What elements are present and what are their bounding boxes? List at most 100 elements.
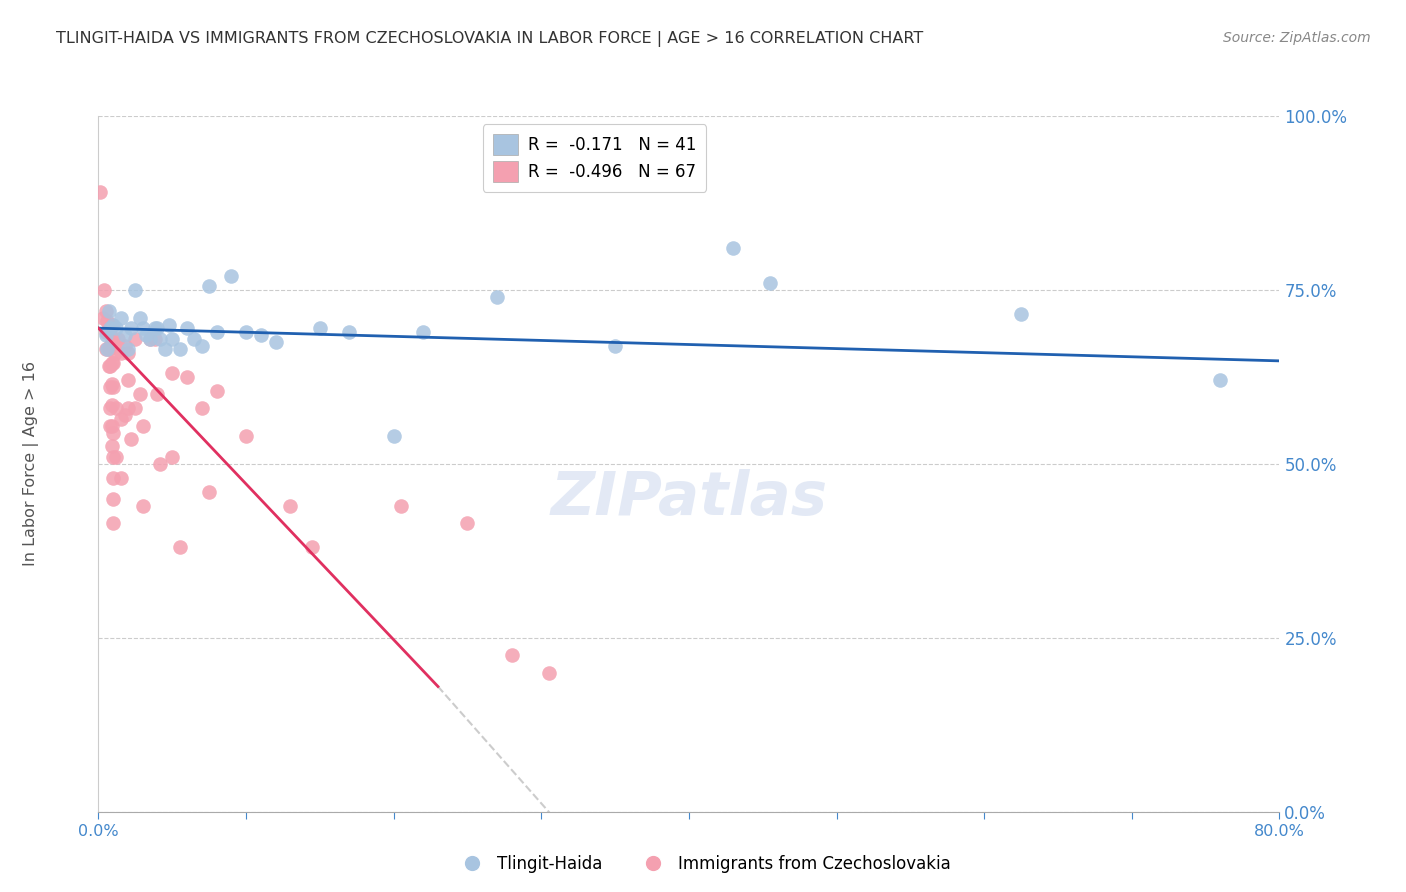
Point — [605, 338, 627, 352]
Point — [162, 450, 183, 464]
Point — [162, 367, 183, 381]
Point — [98, 359, 121, 374]
Point — [120, 321, 142, 335]
Point — [94, 342, 117, 356]
Point — [250, 328, 273, 343]
Point — [412, 325, 434, 339]
Point — [382, 429, 405, 443]
Point — [219, 268, 242, 283]
Text: Source: ZipAtlas.com: Source: ZipAtlas.com — [1223, 31, 1371, 45]
Point — [486, 290, 509, 304]
Text: TLINGIT-HAIDA VS IMMIGRANTS FROM CZECHOSLOVAKIA IN LABOR FORCE | AGE > 16 CORREL: TLINGIT-HAIDA VS IMMIGRANTS FROM CZECHOS… — [56, 31, 924, 47]
Point — [98, 321, 121, 335]
Point — [94, 325, 117, 339]
Point — [235, 429, 257, 443]
Point — [93, 283, 115, 297]
Point — [103, 450, 125, 464]
Point — [309, 321, 332, 335]
Point — [97, 303, 120, 318]
Point — [98, 338, 121, 352]
Point — [100, 334, 122, 349]
Point — [97, 359, 120, 374]
Point — [146, 387, 169, 401]
Point — [149, 457, 172, 471]
Point — [103, 491, 125, 506]
Point — [153, 342, 176, 356]
Point — [143, 332, 166, 346]
Point — [132, 418, 155, 433]
Point — [100, 418, 122, 433]
Point — [139, 332, 162, 346]
Point — [183, 332, 205, 346]
Point — [97, 342, 120, 356]
Point — [135, 328, 157, 343]
Point — [105, 450, 128, 464]
Point — [198, 279, 221, 293]
Point — [501, 648, 523, 662]
Point — [105, 321, 128, 335]
Point — [117, 401, 139, 416]
Point — [114, 338, 136, 352]
Point — [100, 318, 122, 332]
Legend: R =  -0.171   N = 41, R =  -0.496   N = 67: R = -0.171 N = 41, R = -0.496 N = 67 — [482, 124, 706, 192]
Legend: Tlingit-Haida, Immigrants from Czechoslovakia: Tlingit-Haida, Immigrants from Czechoslo… — [449, 848, 957, 880]
Point — [103, 332, 125, 346]
Point — [98, 418, 121, 433]
Point — [103, 425, 125, 440]
Point — [162, 332, 183, 346]
Point — [105, 401, 128, 416]
Point — [205, 384, 228, 398]
Point — [456, 516, 478, 530]
Point — [100, 398, 122, 412]
Point — [176, 321, 198, 335]
Point — [759, 276, 782, 290]
Point — [176, 369, 198, 384]
Point — [110, 310, 132, 325]
Point — [103, 471, 125, 485]
Point — [1209, 373, 1232, 387]
Point — [146, 321, 169, 335]
Point — [94, 328, 117, 343]
Point — [278, 499, 302, 513]
Point — [205, 325, 228, 339]
Point — [91, 310, 114, 325]
Point — [139, 332, 162, 346]
Point — [169, 541, 191, 555]
Point — [110, 471, 132, 485]
Point — [117, 373, 139, 387]
Point — [1010, 307, 1032, 321]
Point — [110, 411, 132, 425]
Point — [96, 342, 118, 356]
Text: In Labor Force | Age > 16: In Labor Force | Age > 16 — [22, 361, 39, 566]
Text: ZIPatlas: ZIPatlas — [550, 469, 828, 528]
Point — [103, 380, 125, 394]
Point — [191, 401, 214, 416]
Point — [98, 401, 121, 416]
Point — [110, 345, 132, 359]
Point — [169, 342, 191, 356]
Point — [103, 516, 125, 530]
Point — [537, 665, 560, 680]
Point — [104, 345, 127, 359]
Point — [337, 325, 360, 339]
Point — [264, 334, 287, 349]
Point — [98, 321, 121, 335]
Point — [149, 332, 172, 346]
Point — [107, 332, 129, 346]
Point — [157, 318, 180, 332]
Point — [132, 321, 155, 335]
Point — [94, 303, 117, 318]
Point — [124, 283, 146, 297]
Point — [97, 325, 120, 339]
Point — [100, 376, 122, 391]
Point — [117, 345, 139, 359]
Point — [191, 338, 214, 352]
Point — [128, 387, 150, 401]
Point — [103, 356, 125, 370]
Point — [721, 241, 744, 255]
Point — [114, 408, 136, 422]
Point — [198, 484, 221, 499]
Point — [117, 342, 139, 356]
Point — [301, 541, 323, 555]
Point — [143, 321, 166, 335]
